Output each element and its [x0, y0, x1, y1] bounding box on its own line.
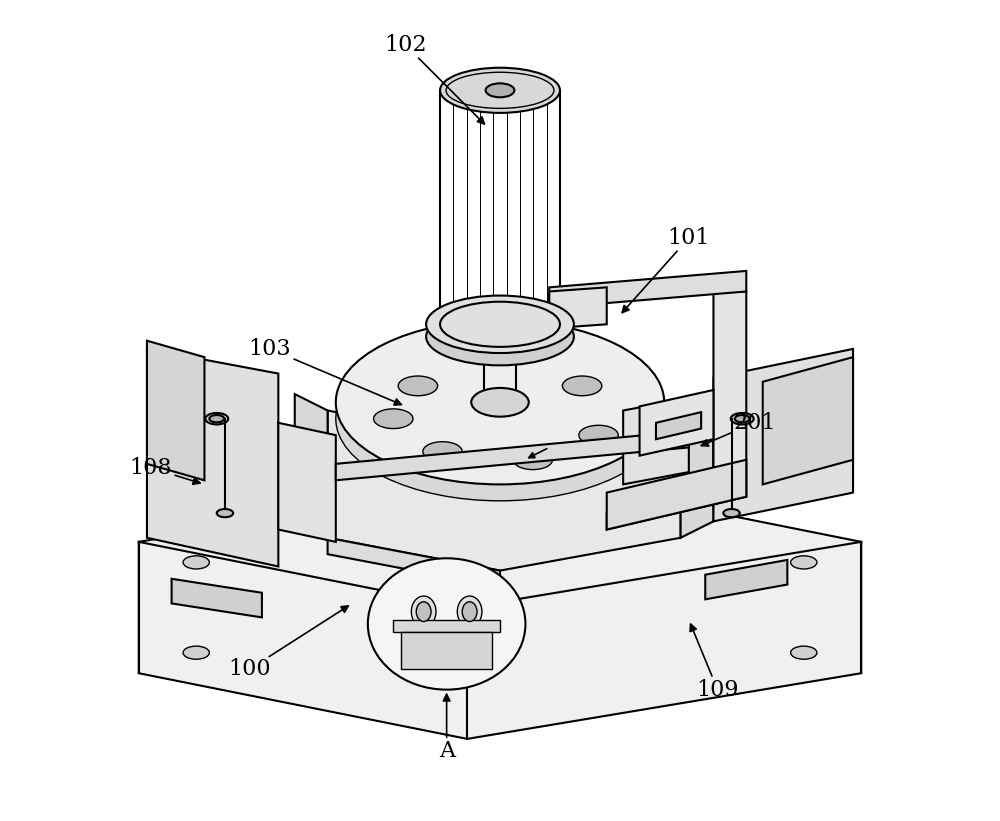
Text: 101: 101	[622, 227, 710, 313]
Polygon shape	[278, 423, 336, 542]
Ellipse shape	[336, 320, 664, 484]
Ellipse shape	[440, 68, 560, 112]
Ellipse shape	[183, 646, 209, 659]
Polygon shape	[147, 349, 278, 566]
Ellipse shape	[426, 296, 574, 353]
Polygon shape	[705, 560, 787, 599]
Text: 102: 102	[384, 34, 484, 124]
Ellipse shape	[440, 302, 560, 346]
Ellipse shape	[426, 308, 574, 365]
Ellipse shape	[731, 413, 754, 424]
Polygon shape	[139, 476, 861, 739]
Ellipse shape	[471, 388, 529, 417]
Polygon shape	[549, 287, 607, 328]
Polygon shape	[656, 412, 701, 439]
Ellipse shape	[486, 83, 514, 98]
Ellipse shape	[562, 376, 602, 396]
Polygon shape	[640, 390, 713, 456]
Polygon shape	[401, 632, 492, 669]
Text: 103: 103	[249, 338, 401, 405]
Text: 108: 108	[130, 457, 200, 484]
Text: 100: 100	[228, 606, 348, 680]
Polygon shape	[147, 341, 204, 480]
Ellipse shape	[735, 415, 750, 422]
Ellipse shape	[209, 415, 224, 422]
Text: 201: 201	[701, 412, 776, 446]
Ellipse shape	[205, 413, 228, 424]
Polygon shape	[623, 398, 689, 484]
Polygon shape	[172, 579, 262, 617]
Ellipse shape	[411, 596, 436, 627]
Ellipse shape	[398, 376, 438, 396]
Ellipse shape	[462, 602, 477, 621]
Polygon shape	[393, 620, 500, 632]
Ellipse shape	[791, 646, 817, 659]
Polygon shape	[336, 431, 689, 480]
Ellipse shape	[374, 409, 413, 429]
Polygon shape	[713, 349, 853, 521]
Polygon shape	[763, 357, 853, 484]
Text: 109: 109	[690, 624, 739, 700]
Ellipse shape	[513, 450, 553, 470]
Ellipse shape	[423, 442, 462, 461]
Ellipse shape	[723, 509, 740, 517]
Polygon shape	[295, 394, 328, 538]
Polygon shape	[607, 460, 746, 530]
Ellipse shape	[183, 556, 209, 569]
Ellipse shape	[217, 509, 233, 517]
Ellipse shape	[480, 343, 520, 363]
Polygon shape	[681, 394, 713, 538]
Ellipse shape	[368, 558, 525, 690]
Polygon shape	[549, 271, 746, 308]
Ellipse shape	[579, 425, 618, 445]
Ellipse shape	[791, 556, 817, 569]
Polygon shape	[328, 410, 681, 571]
Ellipse shape	[457, 596, 482, 627]
Polygon shape	[328, 538, 500, 587]
Polygon shape	[607, 291, 746, 530]
Text: A: A	[439, 695, 455, 762]
Ellipse shape	[336, 337, 664, 501]
Ellipse shape	[416, 602, 431, 621]
